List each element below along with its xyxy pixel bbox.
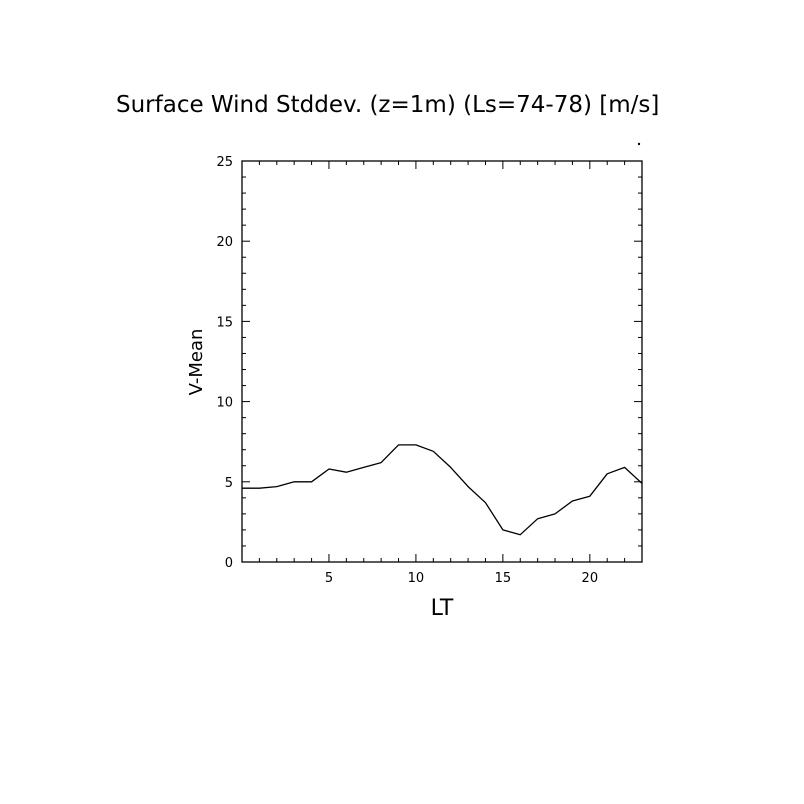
x-tick-label: 5: [325, 571, 333, 586]
y-tick-label: 25: [216, 155, 233, 170]
series-line: [242, 444, 643, 536]
axis-ticks: [241, 160, 643, 563]
y-tick-label: 10: [216, 396, 233, 411]
x-axis-label: LT: [431, 596, 454, 621]
series-group: [242, 444, 643, 536]
y-axis-label: V-Mean: [186, 329, 207, 396]
corner-dot-mark: [637, 142, 641, 146]
plot-area-border: [241, 160, 643, 563]
y-tick-label: 0: [225, 556, 233, 571]
y-tick-label: 15: [216, 315, 233, 330]
y-tick-label: 5: [225, 476, 233, 491]
chart-title: Surface Wind Stddev. (z=1m) (Ls=74-78) […: [116, 92, 659, 118]
y-tick-label: 20: [216, 235, 233, 250]
x-tick-label: 10: [408, 571, 425, 586]
tick-labels: 5 10 15 20 0 5 10 15 20 25: [216, 155, 598, 586]
x-tick-label: 20: [582, 571, 599, 586]
plot-frame: [241, 160, 643, 563]
x-tick-label: 15: [495, 571, 512, 586]
